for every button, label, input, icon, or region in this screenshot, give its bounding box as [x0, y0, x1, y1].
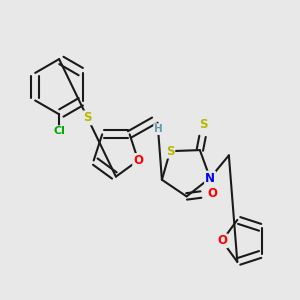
- Text: H: H: [154, 124, 163, 134]
- Text: S: S: [200, 118, 208, 130]
- Text: S: S: [83, 111, 92, 124]
- Text: S: S: [166, 145, 174, 158]
- Text: O: O: [217, 234, 227, 248]
- Text: N: N: [205, 172, 215, 184]
- Text: O: O: [133, 154, 143, 167]
- Text: Cl: Cl: [53, 126, 65, 136]
- Text: O: O: [208, 187, 218, 200]
